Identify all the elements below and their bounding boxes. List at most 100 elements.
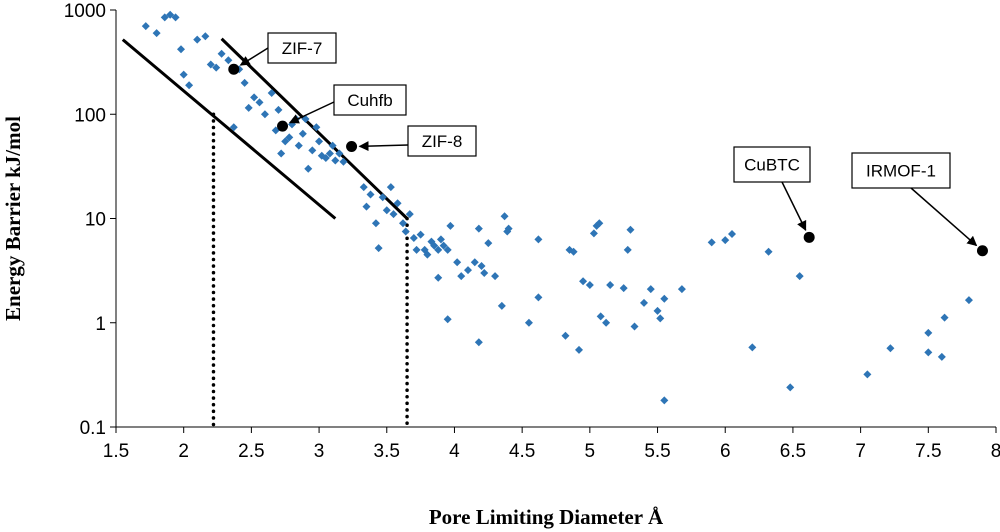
- data-point: [561, 331, 570, 340]
- x-tick-label: 4: [449, 441, 460, 462]
- data-point: [412, 245, 421, 254]
- x-tick-label: 1.5: [103, 441, 129, 462]
- callout-label-cuhfb: Cuhfb: [347, 91, 392, 110]
- data-point: [179, 70, 188, 79]
- data-point: [166, 10, 175, 19]
- data-point: [585, 281, 594, 290]
- callout-arrow-irmof-1: [910, 187, 978, 247]
- data-point: [244, 103, 253, 112]
- highlight-point-cubtc: [803, 231, 815, 243]
- callout-box-cuhfb: [333, 84, 407, 116]
- data-point: [201, 32, 210, 41]
- data-point: [405, 210, 414, 219]
- data-point: [886, 344, 895, 353]
- data-point: [328, 141, 337, 150]
- data-point: [298, 129, 307, 138]
- data-point: [274, 105, 283, 114]
- callout-label-zif-8: ZIF-8: [422, 132, 463, 151]
- data-point: [304, 164, 313, 173]
- data-point: [575, 345, 584, 354]
- callouts: ZIF-7 Cuhfb ZIF-8 CuBTC IRMOF-1: [228, 32, 988, 257]
- callout-box-irmof-1: [851, 152, 951, 189]
- data-point: [217, 49, 226, 58]
- x-tick-label: 7: [855, 441, 866, 462]
- trend-line-1: [121, 38, 337, 220]
- data-point: [630, 322, 639, 331]
- data-point: [141, 22, 150, 31]
- data-point: [606, 281, 615, 290]
- data-point: [359, 183, 368, 192]
- callout-box-zif-8: [407, 125, 477, 157]
- data-point: [500, 212, 509, 221]
- data-point: [399, 219, 408, 228]
- data-point: [277, 149, 286, 158]
- data-point: [443, 315, 452, 324]
- data-point: [312, 123, 321, 132]
- data-point: [335, 149, 344, 158]
- x-axis-label: Pore Limiting Diameter Å: [429, 505, 664, 529]
- data-point: [409, 234, 418, 243]
- y-axis-ticks: 0.1 1 10 100 1000: [64, 1, 116, 439]
- data-point: [653, 306, 662, 315]
- highlight-point-zif-7: [228, 63, 240, 75]
- data-point: [786, 383, 795, 392]
- data-point: [626, 225, 635, 234]
- data-point: [401, 227, 410, 236]
- data-point: [660, 294, 669, 303]
- data-point: [294, 141, 303, 150]
- data-point: [386, 183, 395, 192]
- data-point: [940, 313, 949, 322]
- data-point: [250, 93, 259, 102]
- data-point: [362, 202, 371, 211]
- data-points: [141, 10, 973, 405]
- data-point: [474, 338, 483, 347]
- data-point: [619, 284, 628, 293]
- callout-arrow-cuhfb: [288, 101, 335, 124]
- data-point: [436, 235, 445, 244]
- y-tick-label: 1: [95, 314, 106, 335]
- data-point: [728, 230, 736, 239]
- x-tick-label: 3.5: [374, 441, 400, 462]
- data-point: [212, 63, 221, 72]
- data-point: [453, 258, 462, 267]
- vertical-markers: [211, 112, 409, 429]
- data-point: [315, 137, 324, 146]
- data-point: [366, 190, 375, 199]
- x-tick-label: 7.5: [915, 441, 941, 462]
- trend-lines: [121, 37, 409, 220]
- x-tick-label: 2.5: [238, 441, 264, 462]
- data-point: [176, 45, 185, 54]
- data-point: [152, 29, 161, 38]
- data-point: [602, 318, 611, 327]
- data-point: [534, 235, 543, 244]
- data-point: [795, 272, 804, 281]
- x-tick-label: 4.5: [509, 441, 535, 462]
- x-tick-label: 6.5: [780, 441, 806, 462]
- data-point: [470, 258, 479, 267]
- y-tick-label: 1000: [64, 1, 106, 22]
- data-point: [464, 266, 472, 275]
- y-axis-label: Energy Barrier kJ/mol: [1, 116, 25, 321]
- data-point: [579, 277, 588, 286]
- data-point: [707, 238, 716, 247]
- data-point: [446, 221, 455, 230]
- x-tick-label: 3: [314, 441, 325, 462]
- data-point: [589, 229, 598, 238]
- data-point: [281, 137, 290, 146]
- data-point: [255, 98, 264, 107]
- data-point: [224, 56, 233, 65]
- callout-arrow-zif-8: [358, 141, 409, 152]
- data-point: [484, 239, 493, 248]
- data-point: [497, 301, 506, 310]
- data-point: [434, 273, 443, 282]
- data-point: [378, 193, 387, 202]
- data-point: [416, 230, 425, 239]
- data-point: [193, 35, 202, 44]
- data-point: [474, 224, 483, 233]
- data-point: [430, 241, 439, 250]
- data-point: [389, 210, 398, 219]
- data-point: [457, 272, 466, 281]
- callout-label-zif-7: ZIF-7: [282, 39, 323, 58]
- data-point: [937, 352, 946, 361]
- data-point: [660, 396, 669, 405]
